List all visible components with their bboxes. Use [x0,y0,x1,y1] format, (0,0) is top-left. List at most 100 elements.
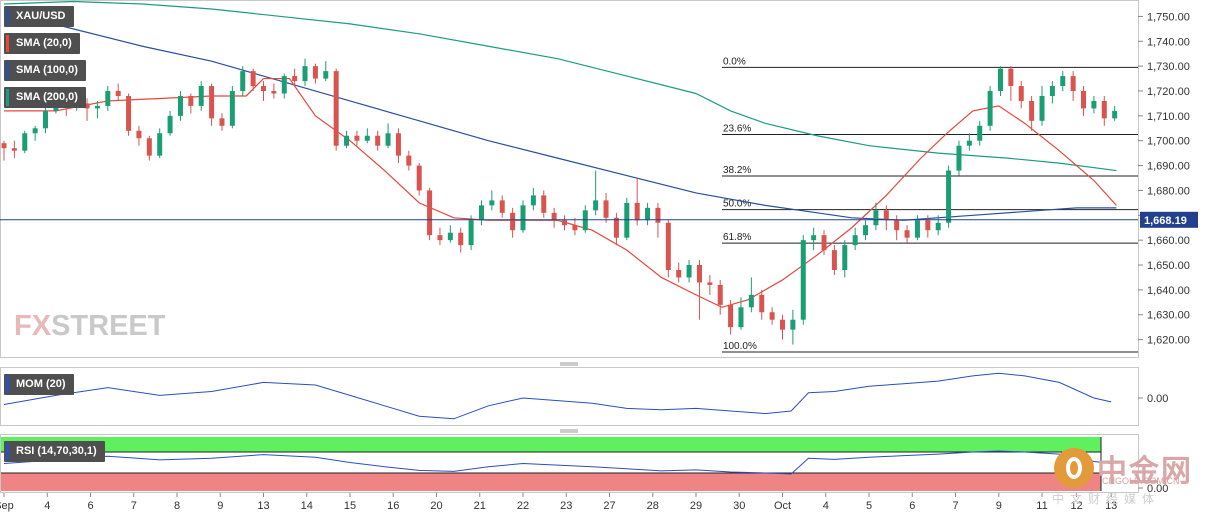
sma100-line [3,10,1117,221]
candle-body [956,145,962,171]
x-tick-label: Sep [0,500,14,512]
x-tick-label: 8 [174,500,180,512]
candle-body [883,210,889,221]
candle-body [261,86,266,92]
x-tick-label: 6 [909,500,915,512]
candle-body [447,232,453,241]
candle-body [385,133,391,146]
y-tick-label: 1,620.00 [1147,335,1190,347]
rsi-line [3,450,1112,475]
main-panel-frame [0,0,1139,358]
candle-body [551,212,557,221]
candle-body [665,222,671,270]
candle-body [562,220,568,226]
sma20-label: SMA (20,0) [16,37,72,49]
x-tick-label: 4 [823,500,829,512]
sma200-legend[interactable]: SMA (200,0) [4,87,86,108]
fib-label: 50.0% [723,199,751,210]
candle-body [146,138,152,156]
candle-body [219,118,225,126]
candle-body [966,140,972,146]
fib-label: 100.0% [723,341,757,352]
x-tick-label: 9 [996,500,1002,512]
sma100-legend[interactable]: SMA (100,0) [4,60,86,81]
candle-body [157,133,163,156]
candle-body [645,207,651,221]
candle-body [686,265,692,278]
candle-body [904,230,910,238]
candle-body [22,133,28,151]
y-tick-label: 1,750.00 [1147,11,1190,23]
fib-label: 61.8% [723,232,751,243]
y-tick-label: 1,650.00 [1147,260,1190,272]
fib-label: 38.2% [723,165,751,176]
x-tick-label: 9 [217,500,223,512]
rsi-legend[interactable]: RSI (14,70,30,1) [4,441,105,462]
cngold-logo-icon [1054,448,1094,488]
candle-body [499,200,505,213]
fib-label: 23.6% [723,124,751,135]
x-tick-label: 4 [44,500,50,512]
sma200-line [3,0,1117,172]
candle-body [198,86,204,106]
candle-body [696,265,702,283]
x-tick-label: 16 [387,500,399,512]
symbol-legend[interactable]: XAU/USD [4,6,74,27]
logo-street: STREET [51,310,166,342]
sma200-label: SMA (200,0) [16,91,78,103]
candle-body [572,225,578,231]
current-price-label: 1,668.19 [1144,215,1187,227]
candle-body [780,319,785,330]
candle-body [333,71,339,146]
legend-color-bar [6,89,9,106]
candle-body [842,245,848,270]
y-tick-label: 1,720.00 [1147,86,1190,98]
candle-body [94,105,100,109]
candle-body [1008,68,1014,87]
y-tick-label: 1,630.00 [1147,310,1190,322]
x-tick-label: 13 [1105,500,1117,512]
logo-fx: FX [14,310,52,342]
x-tick-label: 15 [344,500,356,512]
watermark-big: 中金网 [1097,454,1193,489]
rsi-tick-label: 0.00 [1147,483,1168,495]
sma20-legend[interactable]: SMA (20,0) [4,33,80,54]
candle-body [43,110,49,129]
candle-body [312,66,318,79]
x-tick-label: 22 [517,500,529,512]
candle-body [323,71,329,79]
candle-body [271,91,277,94]
symbol-label: XAU/USD [16,10,66,22]
mom-legend[interactable]: MOM (20) [4,374,74,395]
x-tick-label: 23 [560,500,572,512]
x-tick-label: 27 [603,500,615,512]
candle-body [1029,100,1035,121]
candle-body [281,76,287,94]
candle-body [302,66,308,82]
sma20-line [4,77,1117,308]
rsi-label: RSI (14,70,30,1) [16,445,97,457]
y-tick-label: 1,690.00 [1147,161,1190,173]
candle-body [427,190,433,236]
candle-body [354,135,360,141]
x-tick-label: 14 [301,500,313,512]
y-tick-label: 1,640.00 [1147,285,1190,297]
candle-body [800,240,806,320]
candle-body [676,269,682,278]
candle-body [105,91,111,106]
current-price-tag [1140,211,1198,228]
x-tick-label: Oct [774,500,791,512]
candle-body [759,294,765,313]
candle-body [1101,100,1107,119]
candle-body [873,210,879,226]
candle-body [935,222,941,231]
candle-body [852,235,858,246]
x-tick-label: 21 [474,500,486,512]
y-tick-label: 1,740.00 [1147,36,1190,48]
candle-body [831,250,837,270]
sma100-label: SMA (100,0) [16,64,78,76]
candle-body [489,200,495,206]
candle-body [1112,110,1118,119]
y-tick-label: 1,730.00 [1147,61,1190,73]
candle-body [655,207,661,223]
